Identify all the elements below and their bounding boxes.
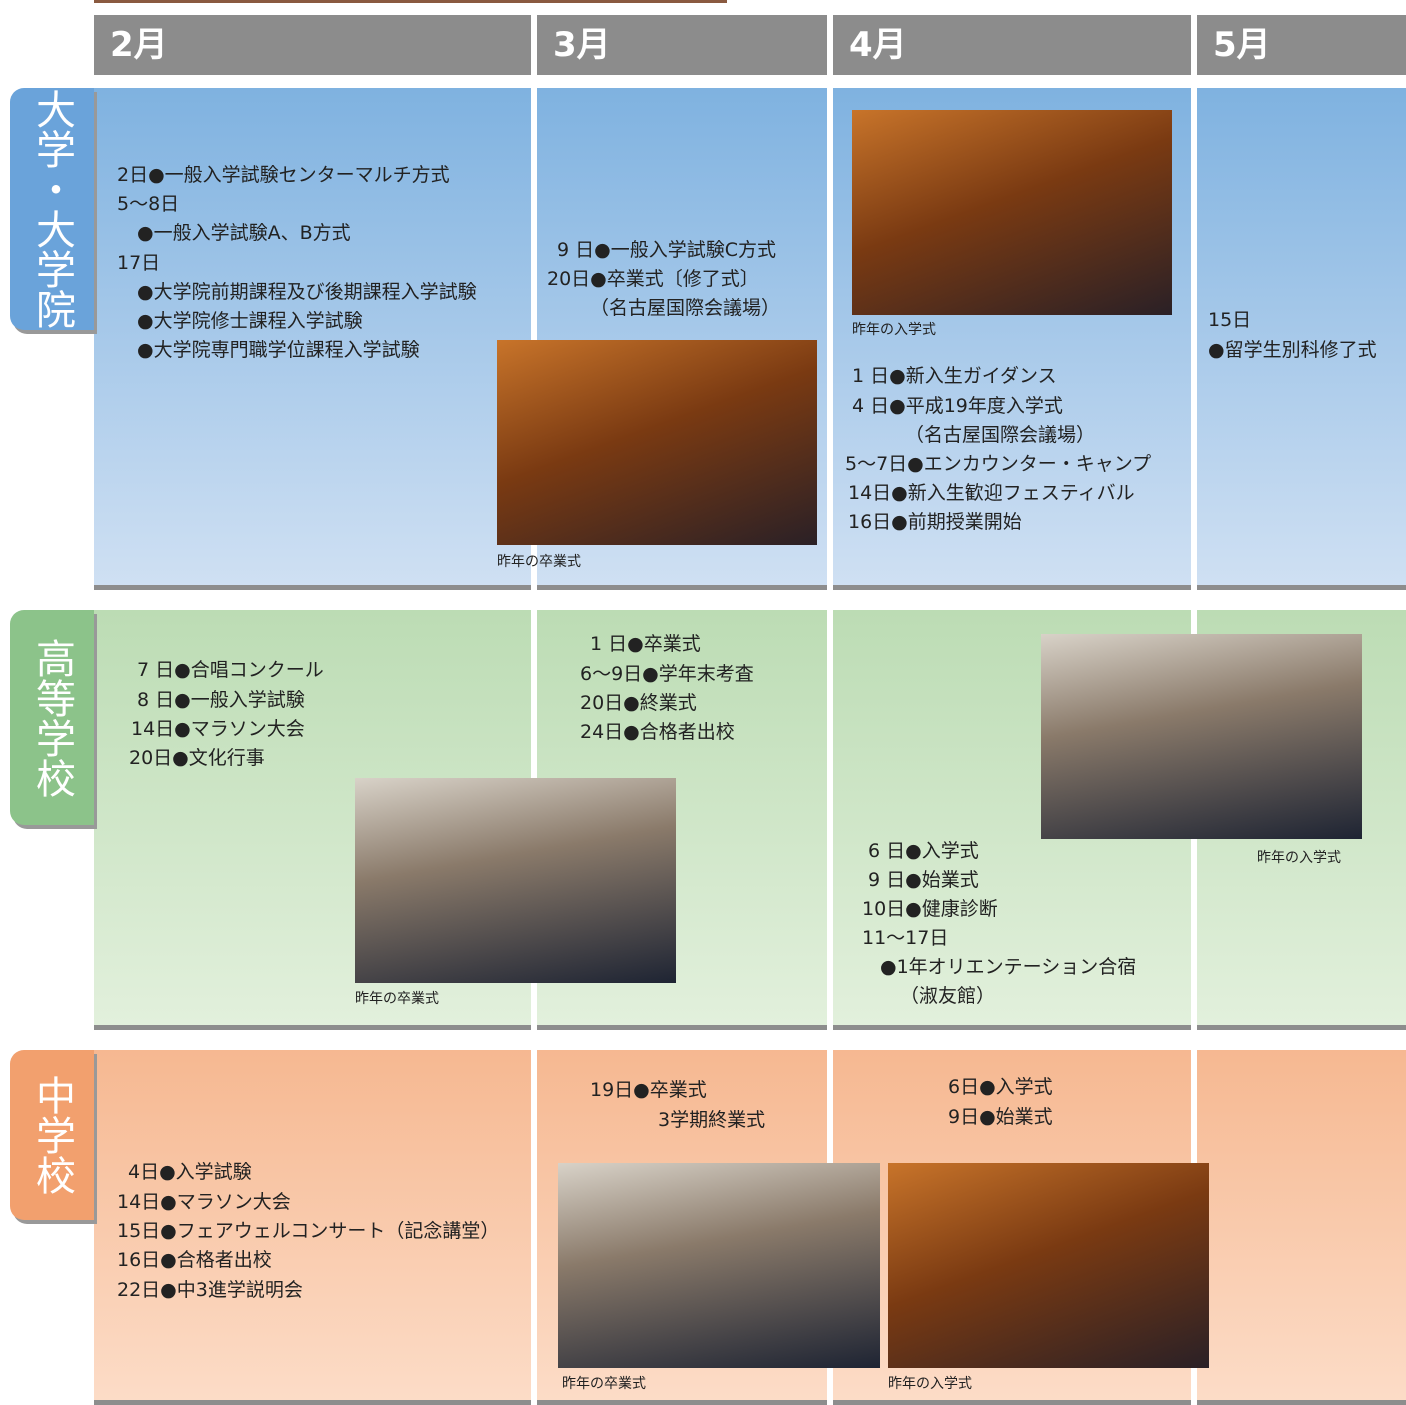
schedule-line: 20日●卒業式〔修了式〕	[547, 268, 759, 290]
schedule-line: 16日●前期授業開始	[848, 511, 1022, 533]
schedule-line: 24日●合格者出校	[580, 721, 735, 743]
photo	[497, 340, 817, 545]
month-header: 3月	[537, 15, 827, 75]
schedule-line: 15日	[1208, 309, 1252, 331]
schedule-line: 19日●卒業式	[590, 1079, 707, 1101]
section-label: 中学校	[10, 1050, 94, 1220]
photo-caption: 昨年の入学式	[888, 1376, 972, 1392]
schedule-line: 9 日●始業式	[868, 869, 979, 891]
schedule-line: 8 日●一般入学試験	[137, 689, 305, 711]
schedule-line: 20日●文化行事	[129, 747, 265, 769]
schedule-line: 6 日●入学式	[868, 840, 979, 862]
schedule-line: 15日●フェアウェルコンサート（記念講堂）	[117, 1220, 500, 1242]
month-header: 2月	[94, 15, 531, 75]
schedule-line: 2日●一般入学試験センターマルチ方式	[117, 164, 450, 186]
schedule-line: 3学期終業式	[658, 1109, 766, 1131]
schedule-line: 14日●新入生歓迎フェスティバル	[848, 482, 1135, 504]
schedule-line: ●留学生別科修了式	[1208, 339, 1377, 361]
photo	[558, 1163, 880, 1368]
schedule-line: 1 日●新入生ガイダンス	[852, 365, 1057, 387]
top-rule	[94, 0, 727, 3]
section-panel	[94, 1050, 531, 1405]
photo-caption: 昨年の入学式	[852, 322, 936, 338]
schedule-line: ●一般入学試験A、B方式	[137, 222, 351, 244]
photo-caption: 昨年の卒業式	[355, 991, 439, 1007]
schedule-line: ●大学院前期課程及び後期課程入学試験	[137, 281, 477, 303]
schedule-line: 9 日●一般入学試験C方式	[557, 239, 776, 261]
section-panel	[1197, 1050, 1406, 1405]
schedule-line: 4日●入学試験	[128, 1161, 252, 1183]
schedule-line: 11～17日	[862, 927, 949, 949]
schedule-line: 5～7日●エンカウンター・キャンプ	[845, 453, 1152, 475]
section-label: 大学・大学院	[10, 88, 94, 330]
photo	[355, 778, 676, 983]
schedule-line: 9日●始業式	[948, 1106, 1053, 1128]
schedule-line: 10日●健康診断	[862, 898, 998, 920]
photo	[852, 110, 1172, 315]
schedule-line: （名古屋国際会議場）	[905, 424, 1096, 446]
schedule-line: 17日	[117, 252, 161, 274]
schedule-line: 6日●入学式	[948, 1076, 1053, 1098]
schedule-line: （淑友館）	[900, 985, 996, 1007]
schedule-line: 20日●終業式	[580, 692, 697, 714]
photo	[888, 1163, 1209, 1368]
photo-caption: 昨年の入学式	[1257, 850, 1341, 866]
schedule-line: 7 日●合唱コンクール	[137, 659, 324, 681]
schedule-line: 6～9日●学年末考査	[580, 663, 754, 685]
schedule-line: 16日●合格者出校	[117, 1249, 272, 1271]
month-header: 4月	[833, 15, 1191, 75]
photo-caption: 昨年の卒業式	[497, 554, 581, 570]
section-label: 高等学校	[10, 610, 94, 825]
schedule-line: 14日●マラソン大会	[117, 1191, 291, 1213]
section-panel	[94, 88, 531, 590]
schedule-line: ●1年オリエンテーション合宿	[880, 956, 1137, 978]
month-header: 5月	[1197, 15, 1406, 75]
schedule-line: 1 日●卒業式	[590, 633, 701, 655]
schedule-line: 5～8日	[117, 193, 180, 215]
schedule-line: 22日●中3進学説明会	[117, 1279, 303, 1301]
schedule-line: （名古屋国際会議場）	[590, 297, 781, 319]
section-panel	[1197, 88, 1406, 590]
schedule-line: 4 日●平成19年度入学式	[852, 395, 1063, 417]
schedule-line: ●大学院専門職学位課程入学試験	[137, 339, 420, 361]
schedule-line: ●大学院修士課程入学試験	[137, 310, 363, 332]
photo-caption: 昨年の卒業式	[562, 1376, 646, 1392]
photo	[1041, 634, 1362, 839]
schedule-line: 14日●マラソン大会	[131, 718, 305, 740]
